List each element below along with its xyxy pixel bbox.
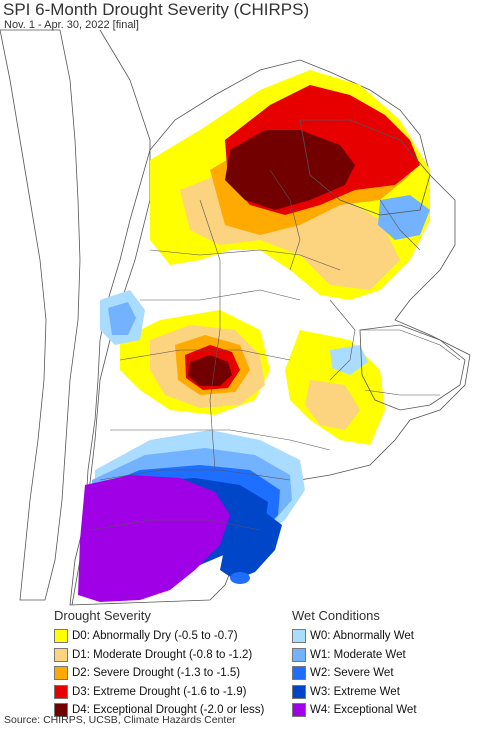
legend-label-w2: W2: Severe Wet: [310, 667, 394, 680]
legend-item-w3: W3: Extreme Wet: [292, 683, 417, 702]
legend-label-d4: D4: Exceptional Drought (-2.0 or less): [72, 704, 265, 717]
swatch-d3: [54, 684, 68, 699]
legend-item-d0: D0: Abnormally Dry (-0.5 to -0.7): [54, 627, 264, 646]
w1-zone-west: [108, 302, 136, 335]
map-subtitle: Nov. 1 - Apr. 30, 2022 [final]: [4, 19, 139, 31]
w1-zone-northeast: [378, 195, 430, 240]
swatch-d2: [54, 666, 68, 681]
d1-zone-east: [305, 380, 360, 430]
d4-zone-central: [188, 355, 232, 386]
legend-item-d3: D3: Extreme Drought (-1.6 to -1.9): [54, 683, 264, 702]
legend-label-d1: D1: Moderate Drought (-0.8 to -1.2): [72, 648, 253, 661]
swatch-w0: [292, 629, 306, 644]
legend-label-d3: D3: Extreme Drought (-1.6 to -1.9): [72, 685, 247, 698]
source-credit: Source: CHIRPS, UCSB, Climate Hazards Ce…: [4, 714, 236, 726]
swatch-d4: [54, 703, 68, 718]
legend-item-d1: D1: Moderate Drought (-0.8 to -1.2): [54, 646, 264, 665]
legend-label-w0: W0: Abnormally Wet: [310, 630, 414, 643]
w4-zone-south: [78, 475, 230, 602]
swatch-w1: [292, 647, 306, 662]
admin-boundaries: [89, 169, 461, 531]
drought-map: [0, 29, 471, 606]
legend-item-d2: D2: Severe Drought (-1.3 to -1.5): [54, 664, 264, 683]
w0-zone-east: [330, 345, 368, 375]
legend-label-w3: W3: Extreme Wet: [310, 685, 400, 698]
legend-item-w1: W1: Moderate Wet: [292, 646, 417, 665]
legend-item-d4: D4: Exceptional Drought (-2.0 or less): [54, 701, 264, 720]
legend-label-d0: D0: Abnormally Dry (-0.5 to -0.7): [72, 630, 238, 643]
paraguay-outline: [299, 119, 431, 216]
wet-legend-heading: Wet Conditions: [292, 608, 380, 623]
legend-item-w0: W0: Abnormally Wet: [292, 627, 417, 646]
legend-label-w4: W4: Exceptional Wet: [310, 704, 417, 717]
wet-legend: Wet Conditions W0: Abnormally Wet W1: Mo…: [292, 608, 417, 720]
drought-legend: Drought Severity D0: Abnormally Dry (-0.…: [54, 608, 264, 720]
pacific-coastline: [0, 29, 81, 601]
legend-item-w2: W2: Severe Wet: [292, 664, 417, 683]
d4-zone-north: [225, 130, 355, 210]
legend-item-w4: W4: Exceptional Wet: [292, 701, 417, 720]
w2-zone-peninsula: [230, 572, 250, 584]
swatch-w4: [292, 703, 306, 718]
uruguay-outline: [359, 324, 466, 411]
w3-zone-southeast: [220, 510, 282, 580]
legend-label-w1: W1: Moderate Wet: [310, 648, 406, 661]
swatch-w2: [292, 666, 306, 681]
map-title: SPI 6-Month Drought Severity (CHIRPS): [3, 0, 310, 19]
drought-legend-heading: Drought Severity: [54, 608, 151, 623]
legend-label-d2: D2: Severe Drought (-1.3 to -1.5): [72, 667, 241, 680]
swatch-d1: [54, 647, 68, 662]
swatch-w3: [292, 684, 306, 699]
swatch-d0: [54, 629, 68, 644]
